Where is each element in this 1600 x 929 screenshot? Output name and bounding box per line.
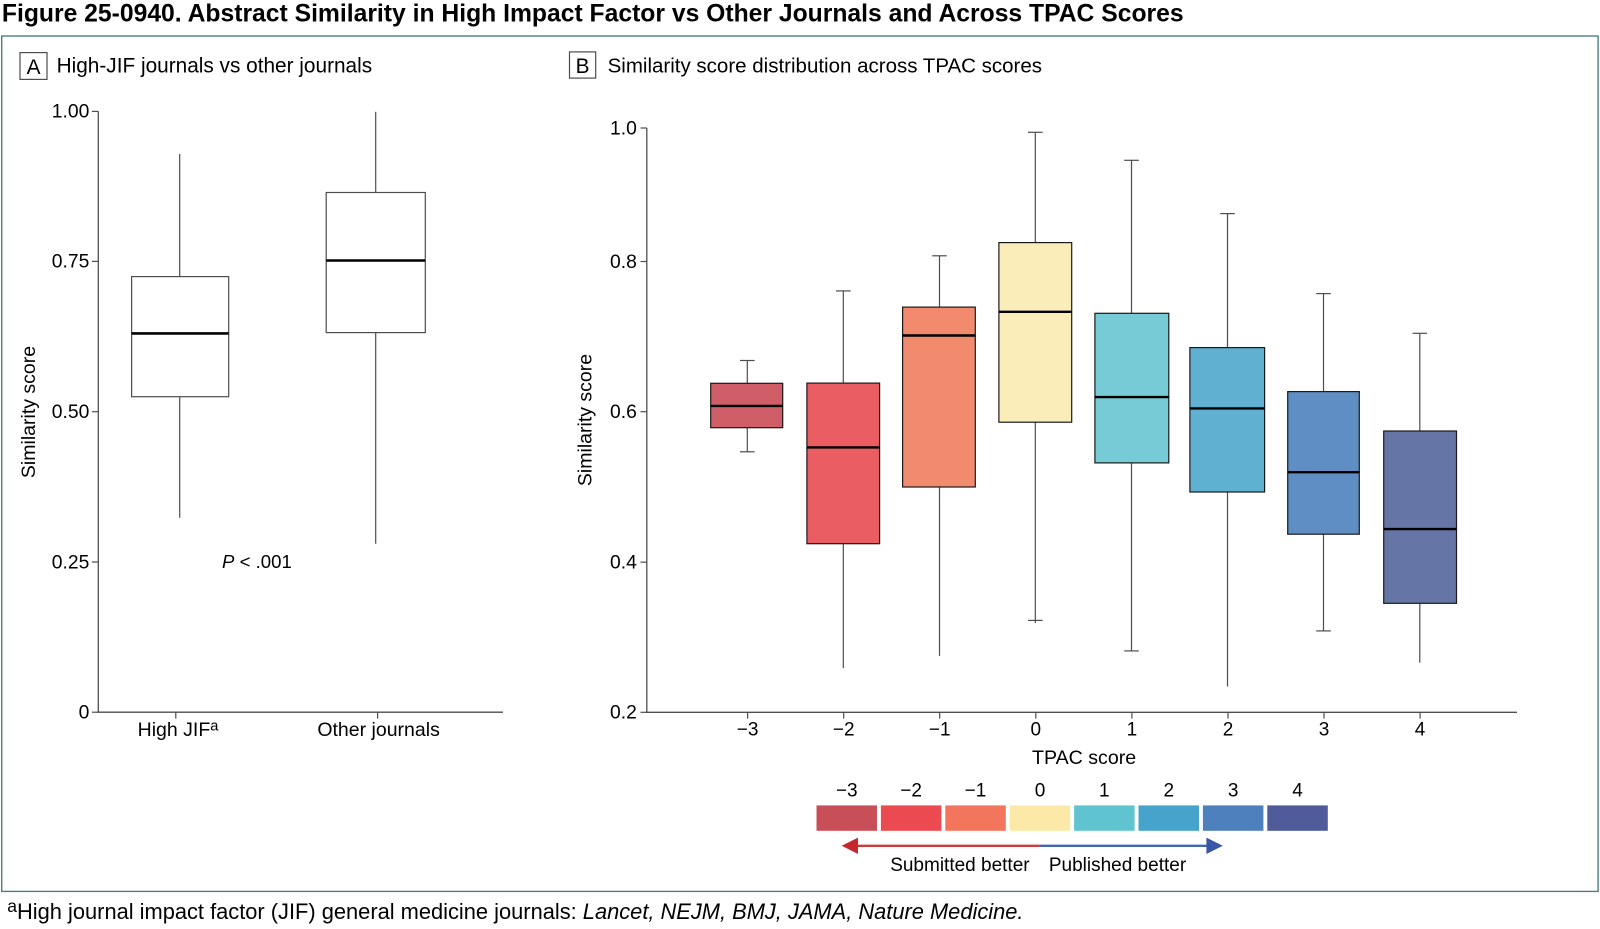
- svg-text:Similarity score: Similarity score: [18, 346, 40, 478]
- svg-text:Similarity score: Similarity score: [575, 354, 597, 486]
- svg-text:2: 2: [1223, 720, 1234, 741]
- svg-text:3: 3: [1319, 720, 1330, 741]
- svg-text:Published better: Published better: [1049, 855, 1187, 876]
- svg-text:TPAC score: TPAC score: [1032, 747, 1136, 769]
- svg-text:−3: −3: [737, 720, 759, 741]
- svg-text:0.50: 0.50: [52, 402, 90, 423]
- svg-text:A: A: [27, 56, 41, 79]
- svg-text:1: 1: [1099, 781, 1110, 802]
- svg-text:0.75: 0.75: [52, 252, 90, 273]
- svg-text:aHigh journal impact factor (J: aHigh journal impact factor (JIF) genera…: [7, 896, 1023, 924]
- svg-text:Figure 25-0940. Abstract Simil: Figure 25-0940. Abstract Similarity in H…: [2, 0, 1184, 27]
- svg-text:Similarity score distribution: Similarity score distribution across TPA…: [608, 54, 1042, 77]
- svg-text:Other journals: Other journals: [317, 719, 440, 741]
- svg-text:0: 0: [79, 703, 90, 724]
- svg-text:4: 4: [1292, 781, 1303, 802]
- svg-text:High-JIF journals vs other jou: High-JIF journals vs other journals: [57, 54, 373, 77]
- svg-text:0.2: 0.2: [610, 703, 637, 724]
- svg-text:−1: −1: [965, 781, 987, 802]
- svg-text:B: B: [576, 55, 590, 78]
- svg-text:0.4: 0.4: [610, 553, 637, 574]
- svg-text:Submitted better: Submitted better: [890, 855, 1030, 876]
- svg-text:0.6: 0.6: [610, 402, 637, 423]
- svg-text:3: 3: [1228, 781, 1239, 802]
- svg-text:−1: −1: [929, 720, 951, 741]
- svg-text:−2: −2: [900, 781, 922, 802]
- svg-text:1.0: 1.0: [610, 118, 637, 139]
- svg-text:0.8: 0.8: [610, 252, 637, 273]
- svg-text:4: 4: [1415, 720, 1426, 741]
- svg-text:P < .001: P < .001: [222, 551, 292, 572]
- svg-text:0.25: 0.25: [52, 552, 90, 573]
- svg-text:−2: −2: [833, 720, 855, 741]
- svg-text:0: 0: [1035, 781, 1046, 802]
- svg-text:2: 2: [1164, 781, 1175, 802]
- svg-text:−3: −3: [836, 781, 858, 802]
- svg-text:High JIFa: High JIFa: [138, 718, 220, 741]
- svg-text:0: 0: [1031, 720, 1042, 741]
- svg-text:1.00: 1.00: [52, 102, 90, 123]
- svg-text:1: 1: [1127, 720, 1138, 741]
